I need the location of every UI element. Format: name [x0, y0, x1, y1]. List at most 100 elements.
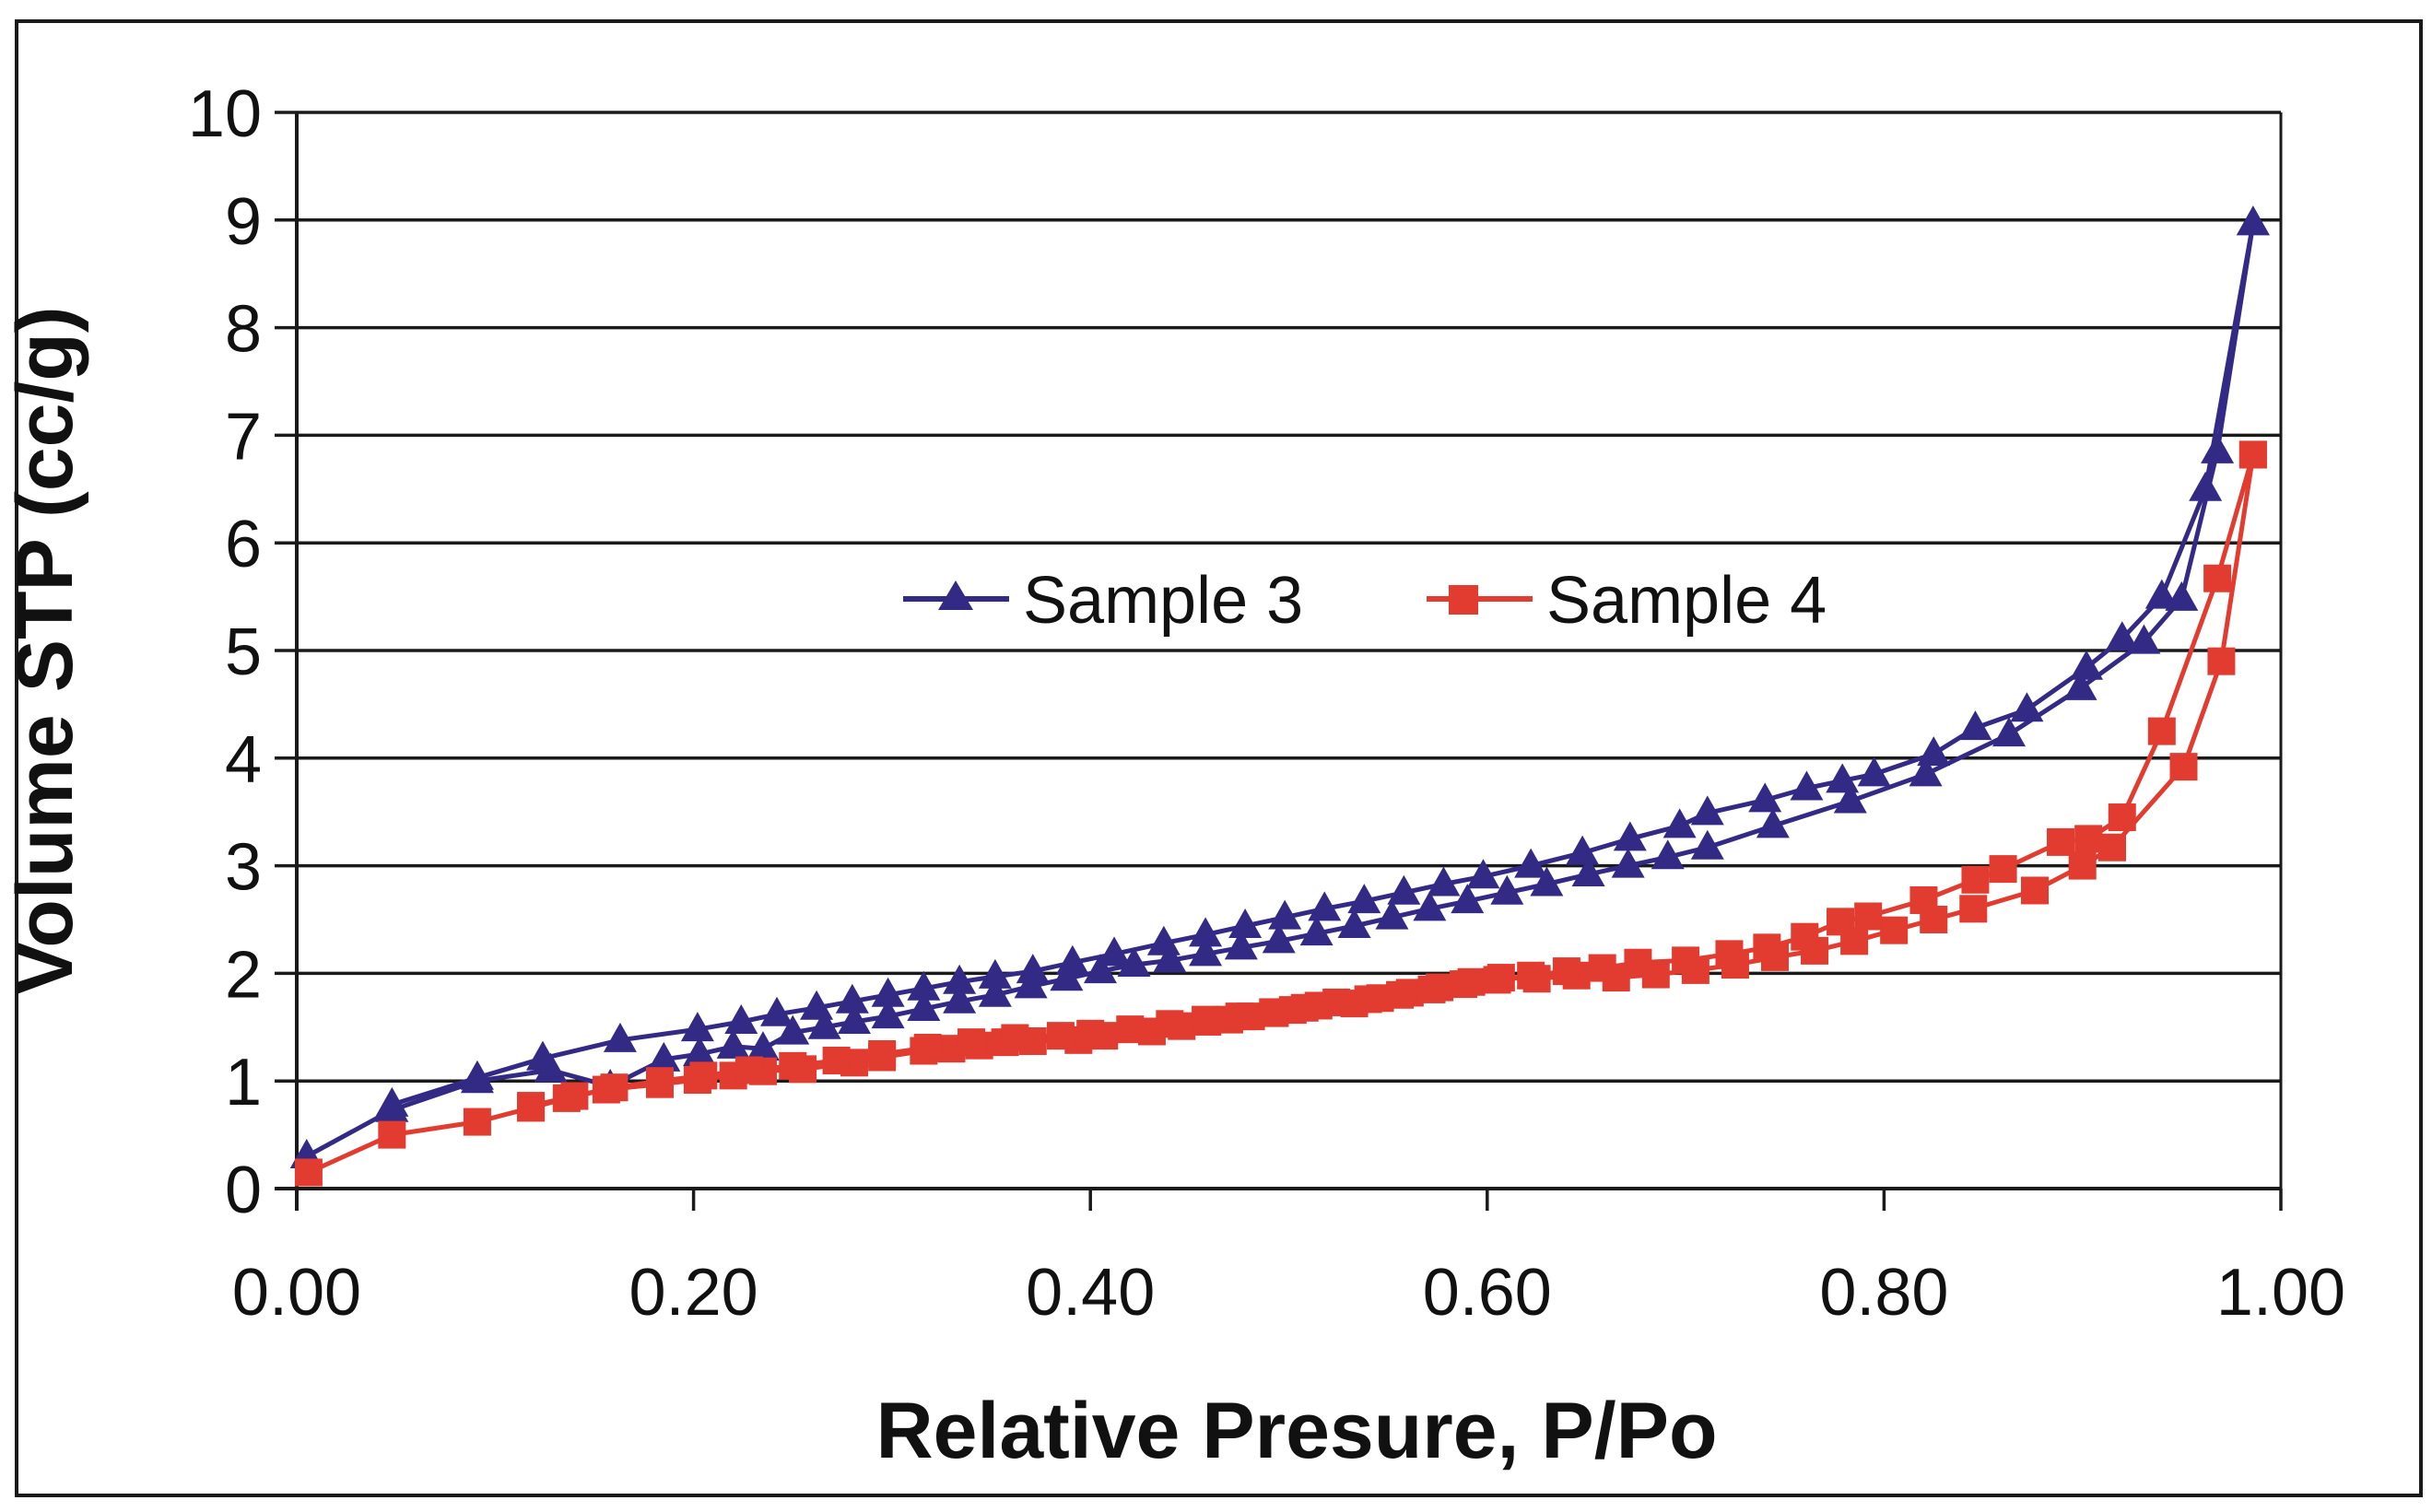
- data-point-square: [1076, 1019, 1105, 1048]
- data-point-square: [689, 1061, 718, 1090]
- data-point-triangle: [647, 1041, 681, 1072]
- data-point-triangle: [1756, 808, 1790, 838]
- data-point-square: [913, 1033, 942, 1061]
- data-point-square: [2238, 440, 2267, 469]
- data-point-square: [1715, 940, 1744, 968]
- data-point-triangle: [1790, 770, 1824, 801]
- data-point-triangle: [1909, 756, 1943, 787]
- data-point-triangle: [1530, 866, 1564, 897]
- data-point-triangle: [1466, 859, 1500, 889]
- data-point-triangle: [1268, 899, 1302, 930]
- data-point-triangle: [1055, 944, 1089, 975]
- data-point-square: [2047, 827, 2075, 856]
- data-point-square: [1192, 1005, 1220, 1034]
- data-point-square: [1588, 954, 1616, 982]
- data-point-square: [2068, 851, 2097, 880]
- data-point-triangle: [776, 1014, 810, 1045]
- data-point-triangle: [1189, 917, 1223, 947]
- x-tick-label: 0.20: [629, 1256, 758, 1330]
- data-point-square: [517, 1092, 546, 1120]
- data-point-triangle: [2070, 650, 2104, 680]
- data-point-triangle: [683, 1037, 717, 1066]
- data-point-triangle: [525, 1040, 559, 1071]
- data-point-triangle: [1917, 736, 1951, 767]
- data-point-triangle: [1387, 874, 1421, 905]
- data-point-square: [1791, 922, 1819, 951]
- legend: Sample 3 Sample 4: [877, 551, 1827, 647]
- data-point-square: [1959, 895, 1988, 923]
- x-tick-label: 1.00: [2216, 1256, 2345, 1330]
- data-point-triangle: [1690, 829, 1724, 860]
- data-point-triangle: [1262, 923, 1296, 954]
- x-axis-title: Relative Presure, P/Po: [876, 1387, 1718, 1475]
- data-point-triangle: [1050, 961, 1084, 991]
- data-point-square: [958, 1028, 986, 1057]
- data-point-triangle: [603, 1022, 637, 1052]
- data-point-triangle: [1153, 943, 1187, 973]
- data-point-triangle: [2010, 692, 2044, 722]
- data-point-triangle: [1690, 795, 1724, 826]
- data-point-triangle: [1308, 891, 1342, 921]
- data-point-square: [1989, 855, 2017, 884]
- data-point-square: [1156, 1010, 1184, 1038]
- data-point-triangle: [1651, 839, 1685, 870]
- data-point-square: [2207, 647, 2236, 675]
- data-point-triangle: [943, 983, 977, 1014]
- data-point-triangle: [1189, 936, 1223, 967]
- data-point-triangle: [978, 958, 1012, 989]
- data-point-square: [294, 1158, 323, 1187]
- data-point-triangle: [724, 1003, 758, 1034]
- legend-label-sample3: Sample 3: [1023, 564, 1303, 638]
- data-point-triangle: [1347, 884, 1381, 914]
- data-point-triangle: [1451, 884, 1485, 914]
- axes: [275, 112, 2283, 1211]
- y-tick-label: 9: [225, 185, 262, 259]
- data-point-triangle: [746, 1031, 780, 1061]
- data-point-square: [1001, 1024, 1029, 1052]
- data-point-square: [2097, 833, 2126, 861]
- data-point-triangle: [1375, 899, 1409, 930]
- data-point-square: [1417, 975, 1446, 1003]
- data-point-triangle: [871, 999, 905, 1029]
- data-point-square: [1854, 902, 1883, 931]
- data-point-square: [868, 1040, 897, 1068]
- data-point-triangle: [837, 1003, 871, 1034]
- data-point-square: [1449, 970, 1477, 999]
- data-point-square: [1909, 885, 1938, 914]
- legend-item-sample3: Sample 3: [903, 564, 1303, 638]
- data-point-triangle: [807, 1009, 841, 1039]
- data-point-triangle: [2236, 205, 2270, 236]
- data-point-triangle: [1748, 782, 1782, 813]
- data-point-square: [1880, 916, 1909, 944]
- data-point-triangle: [1427, 866, 1461, 897]
- data-point-square: [1552, 957, 1580, 986]
- data-point-triangle: [871, 977, 905, 1007]
- data-point-triangle: [1490, 874, 1524, 905]
- legend-item-sample4: Sample 4: [1427, 564, 1827, 638]
- data-point-triangle: [978, 977, 1012, 1007]
- x-tick-label: 0.00: [232, 1256, 361, 1330]
- data-point-triangle: [1337, 908, 1371, 939]
- data-point-triangle: [716, 1028, 750, 1059]
- data-point-square: [1259, 998, 1287, 1026]
- data-point-triangle: [375, 1086, 409, 1117]
- data-point-square: [1354, 985, 1382, 1014]
- data-point-square: [1116, 1015, 1145, 1044]
- y-tick-label: 8: [225, 293, 262, 367]
- data-point-square: [2074, 825, 2103, 853]
- data-point-square: [1225, 1002, 1253, 1031]
- data-point-square: [2203, 564, 2232, 592]
- data-point-triangle: [943, 964, 977, 994]
- y-tick-label: 7: [225, 400, 262, 474]
- data-point-triangle: [1958, 710, 1992, 741]
- data-point-triangle: [907, 970, 941, 1001]
- data-point-square: [645, 1067, 674, 1096]
- y-tick-label: 5: [225, 615, 262, 689]
- data-point-triangle: [1117, 947, 1151, 978]
- data-point-square: [2169, 753, 2198, 781]
- triangle-marker-icon: [938, 580, 973, 610]
- data-point-square: [1961, 865, 1990, 894]
- square-marker-icon: [1449, 585, 1478, 615]
